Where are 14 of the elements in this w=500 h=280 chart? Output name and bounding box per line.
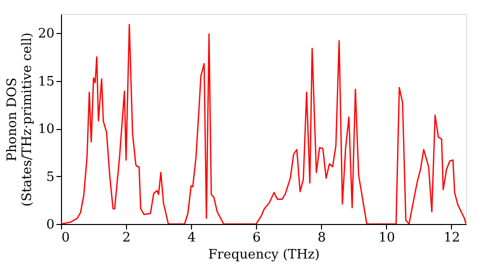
y-tick-label: 5 bbox=[46, 170, 54, 185]
x-tick-label: 8 bbox=[318, 230, 326, 246]
y-axis-title: Phonon DOS (States/THz·primitive cell) bbox=[4, 32, 35, 207]
x-axis-title: Frequency (THz) bbox=[208, 248, 320, 262]
x-tick-label: 6 bbox=[252, 230, 261, 246]
x-tick-label: 2 bbox=[122, 230, 131, 246]
x-tick-label: 12 bbox=[444, 230, 460, 246]
x-tick-label: 0 bbox=[62, 230, 70, 246]
y-tick-label: 20 bbox=[38, 26, 54, 42]
x-tick-label: 10 bbox=[378, 230, 396, 246]
y-tick-label: 0 bbox=[46, 218, 54, 232]
y-tick-label: 10 bbox=[38, 122, 54, 138]
y-tick-label: 15 bbox=[38, 74, 54, 90]
x-tick-label: 4 bbox=[187, 230, 196, 246]
